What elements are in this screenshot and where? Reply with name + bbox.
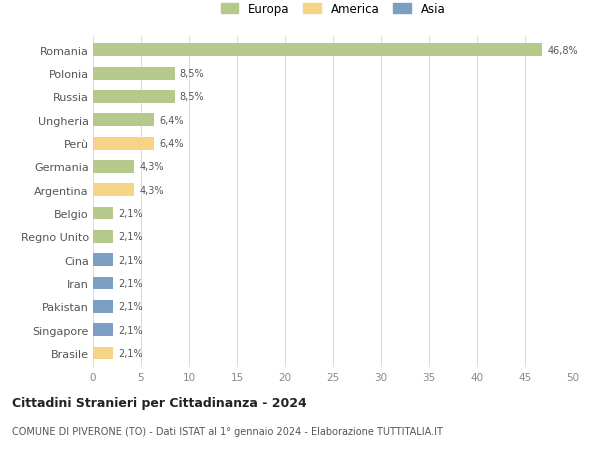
Text: 2,1%: 2,1%: [118, 325, 143, 335]
Bar: [93, 277, 113, 290]
Bar: [93, 324, 113, 336]
Text: COMUNE DI PIVERONE (TO) - Dati ISTAT al 1° gennaio 2024 - Elaborazione TUTTITALI: COMUNE DI PIVERONE (TO) - Dati ISTAT al …: [12, 426, 443, 436]
Legend: Europa, America, Asia: Europa, America, Asia: [217, 0, 449, 20]
Text: 6,4%: 6,4%: [159, 139, 184, 149]
Bar: [93, 137, 154, 150]
Text: 2,1%: 2,1%: [118, 255, 143, 265]
Bar: [93, 347, 113, 360]
Text: 8,5%: 8,5%: [179, 92, 204, 102]
Text: 2,1%: 2,1%: [118, 208, 143, 218]
Text: 4,3%: 4,3%: [139, 162, 164, 172]
Bar: [93, 114, 154, 127]
Bar: [93, 207, 113, 220]
Text: 6,4%: 6,4%: [159, 116, 184, 125]
Bar: [93, 91, 175, 104]
Text: 2,1%: 2,1%: [118, 348, 143, 358]
Bar: [93, 300, 113, 313]
Text: 2,1%: 2,1%: [118, 232, 143, 242]
Text: 8,5%: 8,5%: [179, 69, 204, 79]
Text: 4,3%: 4,3%: [139, 185, 164, 196]
Bar: [93, 67, 175, 80]
Bar: [93, 254, 113, 267]
Bar: [93, 44, 542, 57]
Text: 46,8%: 46,8%: [547, 46, 578, 56]
Text: 2,1%: 2,1%: [118, 302, 143, 312]
Text: 2,1%: 2,1%: [118, 279, 143, 288]
Text: Cittadini Stranieri per Cittadinanza - 2024: Cittadini Stranieri per Cittadinanza - 2…: [12, 396, 307, 409]
Bar: [93, 230, 113, 243]
Bar: [93, 161, 134, 174]
Bar: [93, 184, 134, 197]
